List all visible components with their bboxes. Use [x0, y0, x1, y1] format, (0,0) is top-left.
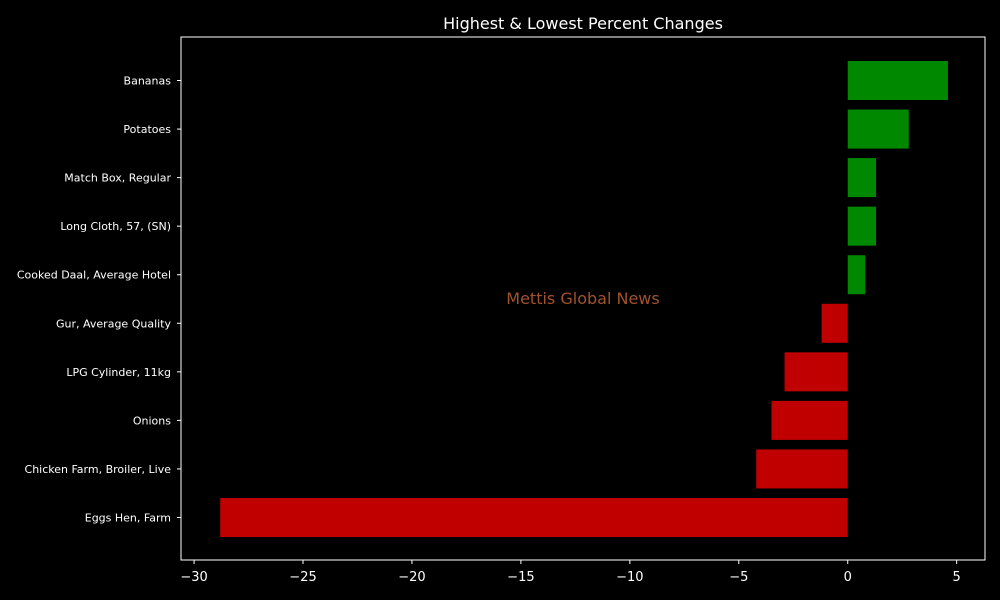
bar: [784, 352, 848, 392]
chart-title: Highest & Lowest Percent Changes: [443, 14, 723, 33]
bar: [847, 206, 877, 246]
bar: [847, 158, 877, 198]
x-tick-label: 5: [953, 570, 961, 585]
category-label: Chicken Farm, Broiler, Live: [25, 463, 172, 476]
bar: [220, 498, 848, 537]
category-label: Long Cloth, 57, (SN): [60, 220, 171, 233]
category-label: Eggs Hen, Farm: [85, 512, 171, 525]
x-tick-label: −30: [180, 570, 207, 585]
x-tick-label: 0: [844, 570, 852, 585]
bar: [847, 255, 866, 295]
x-tick-label: −15: [507, 570, 534, 585]
category-label: Potatoes: [123, 123, 171, 136]
plot-area-frame: [180, 36, 986, 561]
bars-group: [220, 61, 948, 537]
bar: [821, 303, 848, 343]
x-axis-ticks-group: −30 −25 −20 −15 −10 −5 0 5: [180, 560, 961, 585]
x-tick-label: −20: [398, 570, 425, 585]
category-label: Onions: [133, 414, 171, 427]
bar: [771, 400, 848, 440]
category-label: Gur, Average Quality: [56, 317, 171, 330]
category-label: Cooked Daal, Average Hotel: [17, 269, 171, 282]
x-tick-label: −10: [616, 570, 643, 585]
bar: [847, 109, 909, 149]
category-label: Match Box, Regular: [64, 172, 171, 185]
x-tick-label: −5: [729, 570, 748, 585]
bar: [756, 449, 848, 489]
category-label: LPG Cylinder, 11kg: [66, 366, 171, 379]
category-label: Bananas: [124, 75, 172, 88]
category-labels-group: Bananas Potatoes Match Box, Regular Long Cl…: [17, 75, 181, 525]
bar: [847, 61, 948, 100]
watermark-text: Mettis Global News: [506, 289, 659, 308]
x-tick-label: −25: [289, 570, 316, 585]
